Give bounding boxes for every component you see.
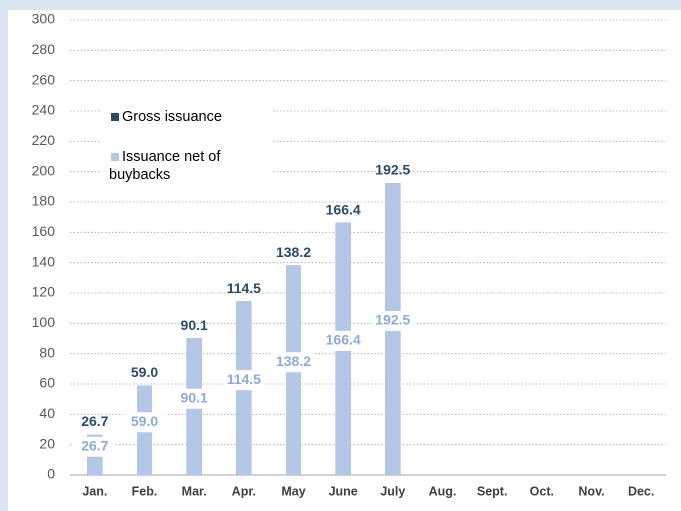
x-tick-label: May (281, 484, 305, 498)
y-tick-label: 280 (32, 41, 56, 57)
y-tick-label: 40 (39, 405, 55, 421)
data-label: 166.4 (326, 201, 361, 217)
data-label-background (123, 412, 166, 433)
x-tick-label: Jan. (82, 484, 107, 498)
legend-label: Gross issuance (122, 109, 222, 125)
x-tick-label: Oct. (530, 484, 554, 498)
data-label: 138.2 (276, 244, 311, 260)
y-tick-label: 260 (32, 71, 56, 87)
y-tick-label: 180 (32, 193, 56, 209)
x-tick-label: June (329, 484, 358, 498)
data-label: 114.5 (227, 371, 261, 387)
data-label: 59.0 (131, 413, 158, 429)
data-label: 114.5 (227, 280, 261, 296)
data-label-background (222, 370, 265, 391)
y-tick-label: 60 (39, 375, 55, 391)
data-label: 26.7 (81, 413, 108, 429)
data-label: 166.4 (326, 332, 361, 348)
y-tick-label: 140 (32, 253, 56, 269)
data-label: 138.2 (276, 353, 311, 369)
y-tick-label: 220 (32, 132, 56, 148)
data-label-background (173, 388, 216, 409)
data-label-background (322, 330, 365, 351)
x-tick-label: Dec. (628, 484, 654, 498)
y-tick-label: 0 (47, 466, 55, 482)
y-tick-label: 100 (32, 314, 56, 330)
y-tick-label: 300 (32, 11, 56, 27)
data-label: 90.1 (181, 317, 208, 333)
data-label: 192.5 (375, 312, 410, 328)
data-label: 26.7 (81, 437, 108, 453)
x-tick-label: Apr. (232, 484, 256, 498)
legend-background (100, 100, 272, 190)
data-label: 59.0 (131, 364, 158, 380)
legend-swatch (111, 153, 119, 161)
y-tick-label: 200 (32, 162, 56, 178)
x-tick-label: Nov. (578, 484, 604, 498)
legend-label: Issuance net of buybacks (109, 149, 221, 183)
legend-swatch (111, 113, 119, 121)
data-label-background (371, 311, 414, 332)
data-label-background (272, 352, 315, 373)
y-tick-label: 120 (32, 284, 56, 300)
data-label: 90.1 (181, 389, 208, 405)
y-tick-label: 240 (32, 102, 56, 118)
y-tick-label: 20 (39, 435, 55, 451)
x-tick-label: Aug. (429, 484, 457, 498)
data-label-background (73, 436, 116, 457)
y-tick-label: 160 (32, 223, 56, 239)
data-label: 192.5 (375, 162, 410, 178)
x-tick-label: Feb. (132, 484, 158, 498)
x-tick-label: Sept. (477, 484, 508, 498)
x-tick-label: Mar. (182, 484, 207, 498)
x-tick-label: July (380, 484, 405, 498)
y-tick-label: 80 (39, 344, 55, 360)
